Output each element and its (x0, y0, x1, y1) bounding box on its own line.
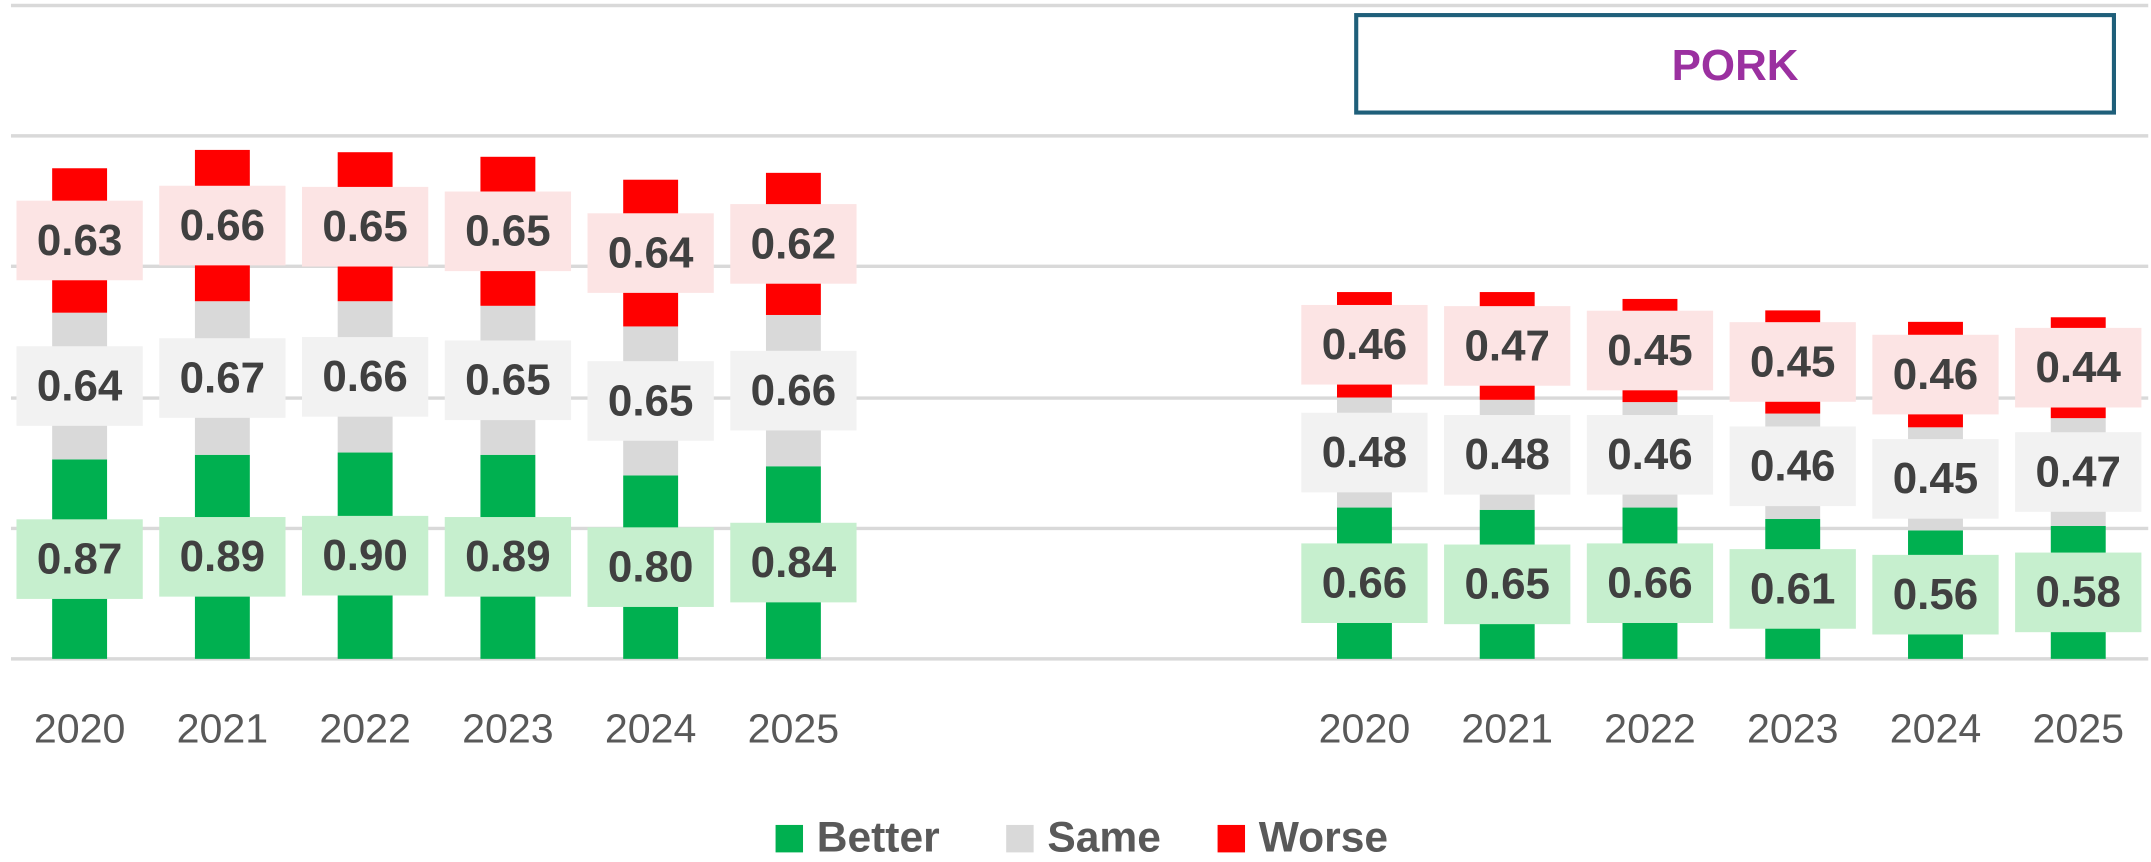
data-label: 0.63 (37, 216, 122, 265)
legend-label: Same (1047, 813, 1161, 861)
data-label-box (16, 200, 143, 281)
x-tick-label: 2025 (748, 705, 840, 751)
data-label: 0.64 (37, 361, 123, 410)
data-label: 0.80 (608, 543, 693, 592)
data-label: 0.66 (1322, 559, 1407, 608)
data-label-box (301, 515, 429, 596)
data-label-box (2015, 432, 2142, 512)
data-label: 0.44 (2036, 343, 2122, 392)
data-label-box (159, 517, 286, 597)
data-label-box (444, 340, 572, 421)
data-label-box (730, 350, 857, 431)
data-label-box (587, 361, 714, 441)
data-label: 0.87 (37, 534, 122, 583)
x-tick-label: 2020 (34, 705, 126, 751)
data-label-box (730, 204, 857, 284)
data-label: 0.46 (1750, 442, 1835, 491)
data-label-box (301, 186, 429, 267)
legend-label: Worse (1259, 813, 1388, 861)
data-label: 0.56 (1893, 570, 1978, 619)
data-label: 0.64 (608, 228, 694, 277)
data-label-box (1444, 306, 1571, 386)
data-label-box (159, 338, 286, 418)
data-label-box (1586, 415, 1714, 495)
data-label-box (1301, 543, 1428, 624)
x-tick-label: 2024 (1890, 705, 1982, 751)
x-tick-label: 2022 (1604, 705, 1696, 751)
data-label-box (1586, 310, 1714, 391)
legend-label: Better (817, 813, 940, 861)
data-label: 0.66 (322, 352, 407, 401)
x-tick-label: 2021 (177, 705, 269, 751)
data-label-box (1729, 549, 1856, 629)
data-label: 0.46 (1322, 320, 1407, 369)
data-label-box (16, 519, 143, 599)
x-tick-label: 2024 (605, 705, 697, 751)
data-label-box (2015, 327, 2142, 408)
data-label: 0.47 (2036, 447, 2121, 496)
data-label-box (1301, 304, 1428, 385)
data-label: 0.48 (1464, 430, 1549, 479)
data-label: 0.65 (465, 356, 550, 405)
data-label: 0.89 (465, 532, 550, 581)
data-label: 0.67 (180, 353, 265, 402)
data-label: 0.84 (751, 538, 837, 587)
data-label-box (2015, 552, 2142, 633)
data-label: 0.89 (180, 532, 265, 581)
data-label-box (16, 346, 143, 426)
legend-swatch (1006, 824, 1034, 853)
data-label-box (1872, 554, 1999, 635)
data-label: 0.45 (1750, 337, 1835, 386)
data-label-box (587, 527, 714, 607)
data-label: 0.65 (1464, 560, 1549, 609)
data-label: 0.65 (465, 207, 550, 256)
data-label-box (1872, 334, 1999, 415)
data-label: 0.46 (1893, 350, 1978, 399)
data-label-box (159, 185, 286, 266)
data-label-box (301, 337, 429, 417)
legend-swatch (1217, 824, 1246, 853)
x-tick-label: 2023 (1747, 705, 1839, 751)
data-label: 0.66 (1607, 559, 1692, 608)
data-label: 0.45 (1607, 326, 1692, 375)
data-label-box (1729, 322, 1856, 402)
x-tick-label: 2025 (2032, 705, 2124, 751)
data-label: 0.90 (322, 531, 407, 580)
data-label: 0.66 (751, 366, 836, 415)
data-label-box (1301, 412, 1428, 493)
data-label-box (1444, 544, 1571, 625)
legend-swatch (775, 824, 804, 853)
data-label: 0.65 (322, 202, 407, 251)
data-label-box (444, 191, 572, 272)
data-label: 0.62 (751, 219, 836, 268)
data-label: 0.47 (1464, 321, 1549, 370)
data-label: 0.48 (1322, 428, 1407, 477)
data-label: 0.45 (1893, 454, 1978, 503)
data-label-box (730, 522, 857, 603)
data-label-box (1872, 439, 1999, 519)
data-label: 0.61 (1750, 564, 1835, 613)
data-label: 0.65 (608, 376, 693, 425)
x-tick-label: 2020 (1319, 705, 1411, 751)
data-label-box (1444, 415, 1571, 495)
chart-title: PORK (1672, 41, 1799, 90)
x-tick-label: 2022 (319, 705, 411, 751)
data-label: 0.66 (180, 201, 265, 250)
data-label-box (587, 213, 714, 293)
data-label-box (1586, 543, 1714, 624)
x-tick-label: 2023 (462, 705, 554, 751)
data-label: 0.58 (2036, 568, 2121, 617)
data-label: 0.46 (1607, 430, 1692, 479)
data-label-box (444, 517, 572, 597)
x-tick-label: 2021 (1461, 705, 1553, 751)
data-label-box (1729, 426, 1856, 507)
title-box (1354, 13, 2116, 115)
